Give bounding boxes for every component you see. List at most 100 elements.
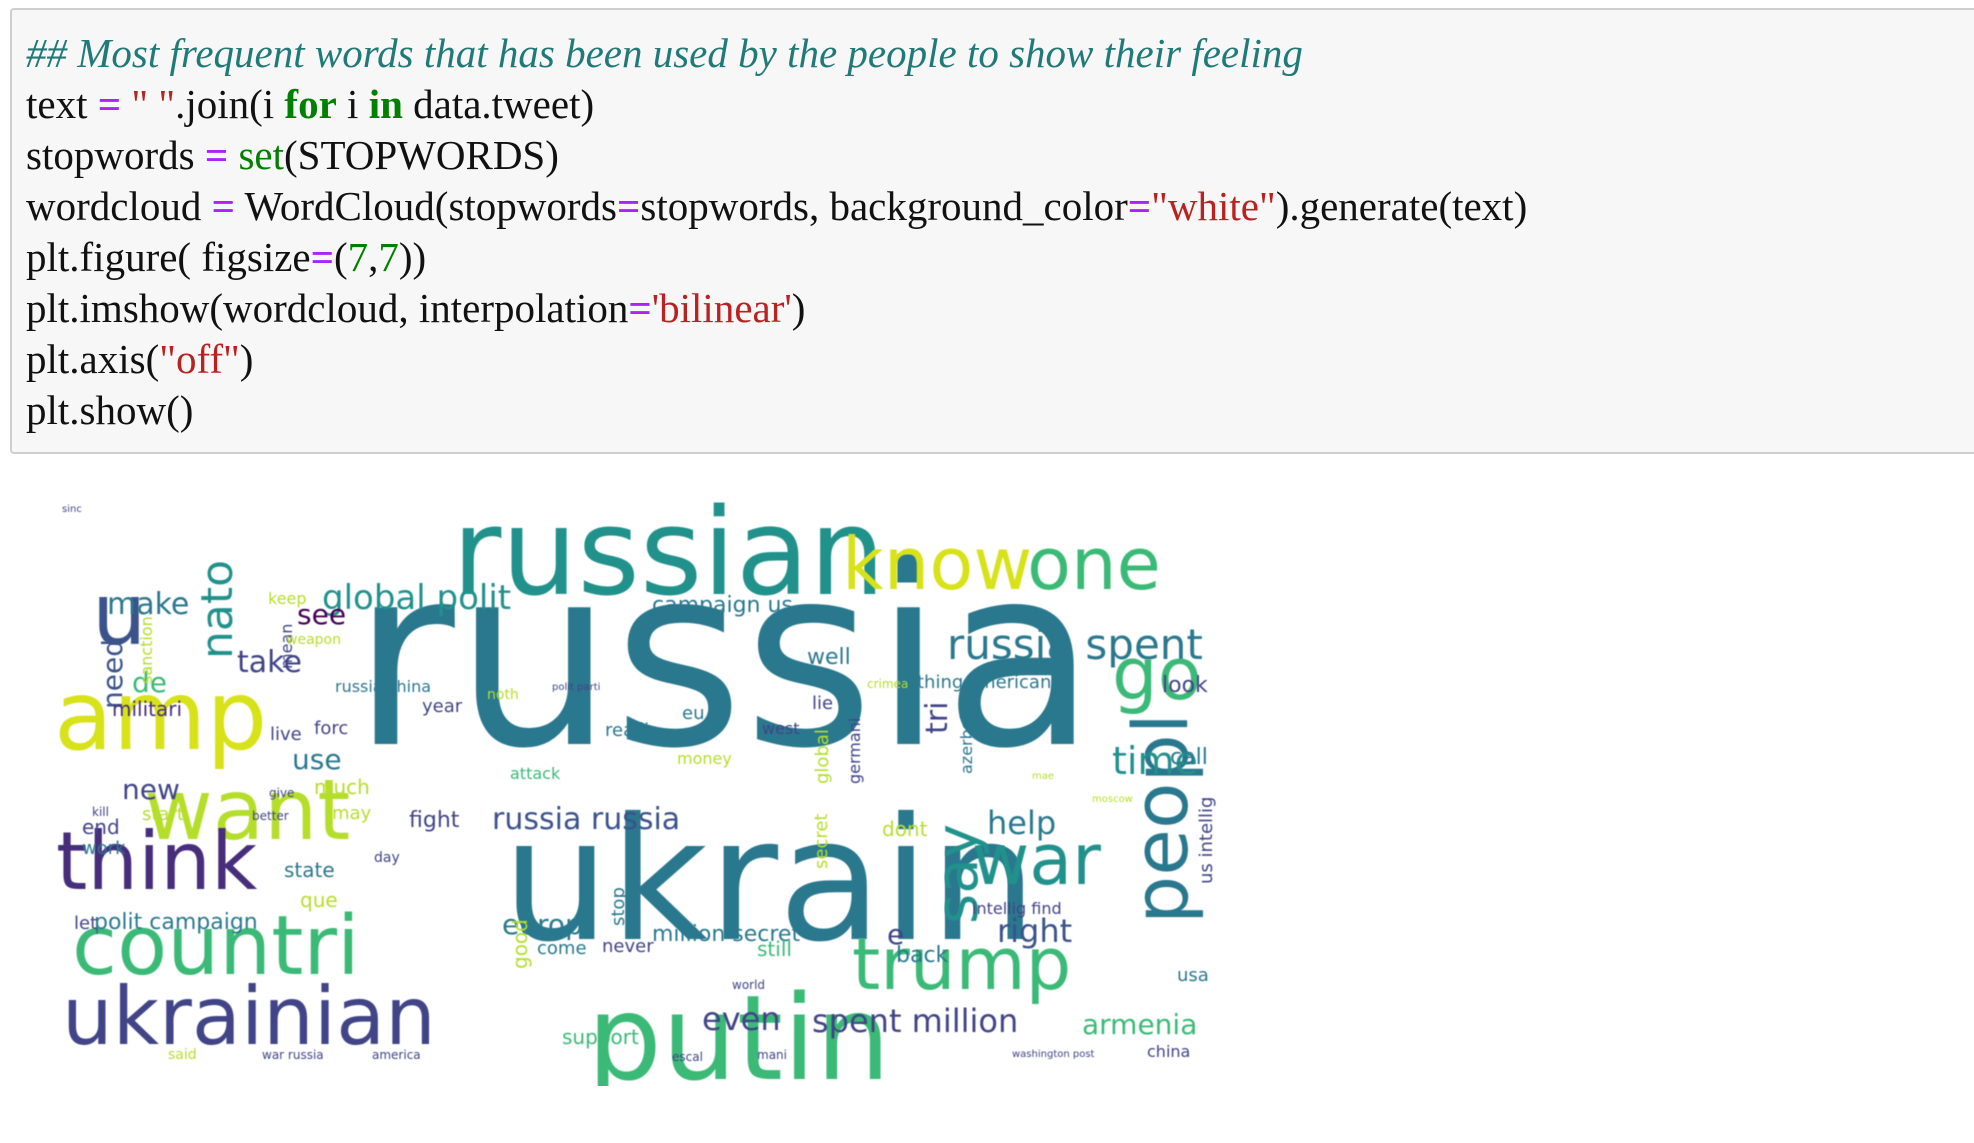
- wordcloud-word: much: [314, 775, 370, 799]
- code-token: text: [26, 81, 98, 127]
- wordcloud-word: well: [807, 645, 851, 670]
- wordcloud-word: tri: [920, 702, 955, 734]
- wordcloud-word: right: [997, 912, 1072, 950]
- output-area: russia ukrain russian putin amp u want think cou…: [52, 494, 1232, 1086]
- code-token: .join(i: [175, 81, 285, 127]
- wordcloud-word: work: [82, 838, 126, 859]
- wordcloud-word: want: [144, 761, 350, 859]
- wordcloud-word: said: [168, 1047, 197, 1063]
- wordcloud-word: come: [537, 938, 587, 959]
- wordcloud-word: war russia: [262, 1048, 324, 1062]
- code-token: plt.axis(: [26, 336, 160, 382]
- code-token: ## Most frequent words that has been use…: [26, 30, 1303, 76]
- code-line: text = " ".join(i for i in data.tweet): [26, 79, 1527, 130]
- wordcloud-word: us intellig: [1196, 797, 1217, 884]
- wordcloud-word: time: [1112, 739, 1198, 783]
- wordcloud-word: mae: [1032, 771, 1054, 782]
- code-token: 7: [347, 234, 369, 280]
- code-token: stopwords: [26, 132, 205, 178]
- wordcloud-word: russian: [452, 494, 885, 623]
- code-token: "white": [1151, 183, 1276, 229]
- code-token: (STOPWORDS): [284, 132, 559, 178]
- wordcloud-word: polit parti: [552, 682, 600, 693]
- wordcloud-word: e: [887, 918, 904, 951]
- code-token: =: [211, 183, 235, 229]
- wordcloud-word: que: [300, 888, 338, 912]
- wordcloud-word: world: [732, 978, 765, 992]
- code-line: ## Most frequent words that has been use…: [26, 28, 1527, 79]
- wordcloud-word: mani: [757, 1048, 787, 1062]
- wordcloud-word: polit campaign: [94, 910, 258, 935]
- code-token: =: [204, 132, 229, 178]
- code-line: plt.figure( figsize=(7,7)): [26, 232, 1527, 283]
- code-token: =: [310, 234, 334, 280]
- code-line: stopwords = set(STOPWORDS): [26, 130, 1527, 181]
- wordcloud-word: weapon: [286, 632, 341, 648]
- wordcloud-word: usa: [1177, 965, 1209, 986]
- wordcloud-word: use: [292, 743, 342, 776]
- wordcloud-word: look: [1162, 673, 1208, 698]
- wordcloud-word: lie: [812, 693, 833, 714]
- code-token: stopwords, background_color: [640, 183, 1128, 229]
- wordcloud-word: global: [812, 729, 833, 784]
- wordcloud-word: escal: [672, 1050, 703, 1064]
- wordcloud-word: take: [237, 645, 302, 680]
- wordcloud-word: still: [757, 937, 792, 961]
- wordcloud-word: state: [284, 858, 335, 882]
- code-token: " ": [131, 81, 176, 127]
- code-token: data.tweet): [402, 81, 595, 127]
- wordcloud-word: may: [332, 803, 372, 824]
- wordcloud-word: money: [677, 749, 732, 768]
- wordcloud-word: good: [508, 919, 532, 969]
- code-line: plt.show(): [26, 385, 1527, 436]
- code-token: 'bilinear': [651, 285, 792, 331]
- code-token: WordCloud(stopwords: [234, 183, 618, 229]
- wordcloud-word: crimea: [867, 677, 908, 691]
- code-token: set: [238, 132, 284, 178]
- code-token: i: [336, 81, 369, 127]
- wordcloud-word: washington post: [1012, 1049, 1095, 1060]
- code-token: =: [97, 81, 122, 127]
- wordcloud-word: amp: [54, 660, 267, 772]
- code-token: plt.show(): [26, 387, 194, 433]
- wordcloud-word: think: [56, 815, 258, 908]
- wordcloud-word: better: [252, 809, 289, 823]
- code-token: plt.imshow(wordcloud, interpolation: [26, 285, 629, 331]
- code-token: [121, 81, 131, 127]
- wordcloud-word: nato: [192, 560, 243, 659]
- wordcloud-word: trump: [852, 922, 1071, 1006]
- wordcloud-word: russia china: [335, 677, 431, 696]
- wordcloud-word: sanction: [137, 616, 156, 684]
- wordcloud-word: one: [1027, 522, 1161, 606]
- wordcloud-word: know: [842, 522, 1032, 606]
- wordcloud-word: make: [107, 587, 189, 622]
- wordcloud-word: ukrainian: [62, 970, 436, 1063]
- code-token: (: [334, 234, 348, 280]
- wordcloud-word: europ: [502, 908, 583, 941]
- wordcloud-word: campaign us: [652, 593, 793, 618]
- wordcloud-word: global polit: [322, 578, 511, 618]
- wordcloud-word: new: [122, 773, 180, 806]
- wordcloud-word: need: [96, 639, 129, 709]
- wordcloud-word: stop: [608, 887, 629, 926]
- wordcloud-word: dont: [882, 817, 928, 841]
- wordcloud-word: call: [1170, 745, 1208, 770]
- wordcloud-word: secret: [811, 814, 832, 870]
- code-token: [228, 132, 238, 178]
- wordcloud-word: russia russia: [492, 802, 680, 837]
- code-token: ): [791, 285, 806, 331]
- wordcloud-word: support: [562, 1025, 639, 1049]
- wordcloud-word: help: [987, 804, 1056, 842]
- code-token: for: [284, 81, 337, 127]
- wordcloud-word: west: [762, 719, 800, 738]
- wordcloud-word: kill: [92, 805, 109, 819]
- wordcloud-word: live: [270, 724, 302, 745]
- wordcloud-word: million secret: [652, 922, 800, 947]
- wordcloud-word: eu: [682, 703, 704, 724]
- wordcloud-word: say: [923, 824, 991, 924]
- wordcloud-word: ukrain: [502, 782, 1037, 980]
- wordcloud-word: never: [602, 936, 654, 957]
- code-token: 7: [378, 234, 399, 280]
- code-cell[interactable]: ## Most frequent words that has been use…: [10, 8, 1974, 454]
- wordcloud-word: keep: [268, 589, 307, 608]
